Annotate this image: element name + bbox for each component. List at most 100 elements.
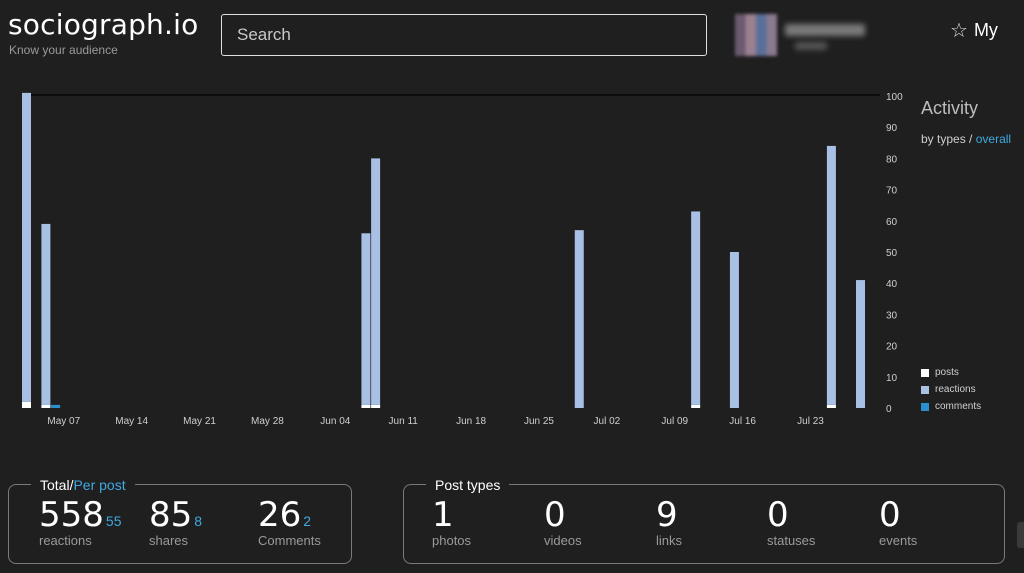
x-tick-label: Jun 18 [456,416,486,427]
stat-value: 85 [149,495,193,535]
bar-posts [22,401,31,408]
stat-label: shares [149,533,189,548]
activity-view-toggle: by types / overall [921,132,1011,146]
bar-reactions [691,211,701,405]
x-tick-label: Jul 02 [594,416,621,427]
y-tick-label: 30 [886,310,898,321]
user-subtitle-blurred [795,42,827,50]
activity-chart: 0 10 20 30 40 50 60 70 80 90 100 May 07 May 14 May 21… [22,92,903,427]
my-label: My [973,20,998,40]
bar-reactions [729,252,739,408]
stat-reactions: 558 55 reactions [39,495,121,548]
logo[interactable]: sociograph.io [8,8,199,41]
legend-item-posts[interactable]: posts [921,364,981,381]
search-input[interactable] [221,14,707,56]
totals-card: Total/Per post 558 55 reactions 85 8 share… [8,475,352,564]
y-tick-label: 100 [886,92,903,103]
y-tick-label: 0 [886,404,892,415]
stat-per-post: 55 [105,513,122,529]
x-tick-label: May 28 [251,416,284,427]
x-tick-label: Jun 11 [389,416,419,427]
stat-label: videos [544,533,582,548]
x-tick-label: Jul 23 [797,416,824,427]
y-tick-label: 20 [886,342,898,353]
stat-label: links [656,533,683,548]
bar-reactions [371,158,381,405]
by-types-option[interactable]: by types [921,132,966,146]
bar-reactions [22,92,31,402]
stat-videos: 0 videos [544,495,582,548]
x-tick-label: May 14 [115,416,148,427]
activity-chart-area: 0 10 20 30 40 50 60 70 80 90 100 May 07 May 14 May 21… [0,90,1024,440]
stat-value: 0 [544,495,566,535]
star-icon: ☆ [950,19,968,42]
scrollbar-handle[interactable] [1017,522,1024,548]
y-tick-label: 60 [886,217,898,228]
avatar[interactable] [735,14,777,56]
stat-label: photos [432,533,472,548]
y-tick-label: 50 [886,248,898,259]
legend-swatch-comments [921,402,929,411]
stat-per-post: 2 [303,513,312,529]
my-button[interactable]: ☆ My [950,20,998,41]
stat-value: 9 [656,495,678,535]
chart-legend: posts reactions comments [921,364,981,415]
view-separator: / [965,132,976,146]
x-tick-label: Jun 04 [320,416,350,427]
post-types-title: Post types [426,475,510,495]
header: sociograph.io Know your audience ☆ My [0,0,1024,90]
bar-posts [691,404,701,408]
stat-label: reactions [39,533,92,548]
legend-label: posts [935,367,959,378]
legend-label: comments [935,401,982,412]
x-tick-label: Jul 09 [661,416,688,427]
x-tick-label: May 07 [47,416,80,427]
stat-value: 0 [767,495,789,535]
totals-title-total: Total/ [40,477,74,493]
bar-posts [361,404,371,408]
stat-value: 0 [879,495,901,535]
x-tick-label: Jul 16 [729,416,756,427]
stat-value: 558 [39,495,104,535]
x-tick-label: May 21 [183,416,216,427]
stat-label: Comments [258,533,321,548]
stat-per-post: 8 [194,513,203,529]
y-tick-label: 70 [886,186,898,197]
bar-reactions [41,223,51,405]
overall-link[interactable]: overall [975,132,1012,146]
bar-posts [826,404,836,408]
tagline: Know your audience [9,43,118,57]
stat-value: 1 [432,495,454,535]
bar-reactions [574,230,584,408]
bar-posts [371,404,381,408]
stat-photos: 1 photos [432,495,471,548]
legend-item-reactions[interactable]: reactions [921,381,981,398]
bar-reactions [826,145,836,405]
y-tick-label: 80 [886,154,898,165]
legend-item-comments[interactable]: comments [921,398,981,415]
stat-value: 26 [258,495,302,535]
stat-events: 0 events [879,495,917,548]
bar-comments [51,404,61,408]
stat-comments: 26 2 Comments [258,495,321,548]
y-tick-label: 90 [886,123,898,134]
user-name-blurred[interactable] [785,24,865,36]
legend-swatch-posts [921,368,929,377]
y-tick-label: 40 [886,279,898,290]
stat-statuses: 0 statuses [767,495,815,548]
stat-shares: 85 8 shares [149,495,202,548]
post-types-card: Post types 1 photos 0 videos 9 links 0 s… [403,475,1005,564]
stat-links: 9 links [656,495,682,548]
bar-posts [41,404,51,408]
bar-reactions [361,233,371,405]
x-tick-label: Jun 25 [524,416,554,427]
activity-title: Activity [921,98,979,118]
bar-reactions [856,280,865,408]
stat-label: statuses [767,533,816,548]
totals-title-per-post[interactable]: Per post [73,477,126,493]
legend-swatch-reactions [921,385,929,394]
y-tick-label: 10 [886,373,898,384]
legend-label: reactions [935,384,976,395]
stat-label: events [879,533,918,548]
totals-title: Total/Per post [31,475,135,495]
